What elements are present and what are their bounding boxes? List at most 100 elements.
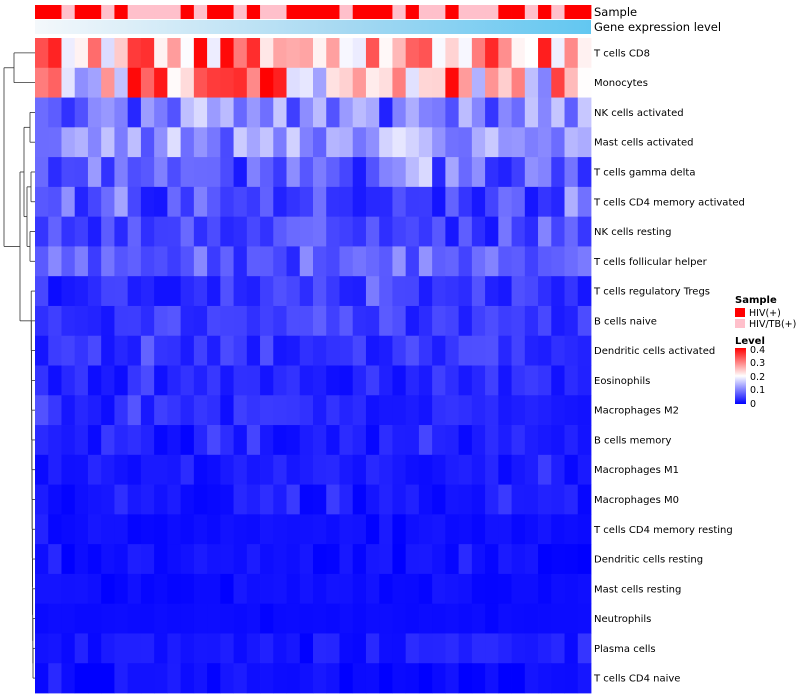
heatmap-cell <box>565 306 579 336</box>
heatmap-cell <box>459 68 473 98</box>
heatmap-cell <box>234 544 248 574</box>
heatmap-cell <box>578 187 592 217</box>
sample-annotation-cell <box>35 5 49 19</box>
heatmap-cell <box>101 455 115 485</box>
heatmap-cell <box>101 127 115 157</box>
heatmap-cell <box>485 217 499 247</box>
heatmap-cell <box>392 336 406 366</box>
heatmap-cell <box>287 336 301 366</box>
heatmap-cell <box>114 574 128 604</box>
heatmap-cell <box>419 217 433 247</box>
heatmap-cell <box>167 544 181 574</box>
heatmap-cell <box>498 127 512 157</box>
heatmap-cell <box>512 336 526 366</box>
heatmap-cell <box>432 604 446 634</box>
heatmap-cell <box>578 157 592 187</box>
heatmap-cell <box>392 425 406 455</box>
heatmap-cell <box>167 425 181 455</box>
heatmap-cell <box>485 663 499 693</box>
heatmap-cell <box>61 544 75 574</box>
heatmap-cell <box>88 366 102 396</box>
heatmap-cell <box>326 395 340 425</box>
heatmap-cell <box>512 276 526 306</box>
heatmap-cell <box>445 306 459 336</box>
heatmap-cell <box>260 514 274 544</box>
heatmap-cell <box>432 98 446 128</box>
heatmap-cell <box>88 98 102 128</box>
heatmap-cell <box>234 68 248 98</box>
heatmap-cell <box>35 544 49 574</box>
heatmap-cell <box>75 425 89 455</box>
heatmap-cell <box>578 38 592 68</box>
heatmap-cell <box>273 68 287 98</box>
heatmap-cell <box>459 187 473 217</box>
heatmap-cell <box>35 633 49 663</box>
heatmap-cell <box>339 127 353 157</box>
heatmap-cell <box>260 663 274 693</box>
heatmap-cell <box>578 544 592 574</box>
heatmap-cell <box>154 157 168 187</box>
heatmap-cell <box>512 604 526 634</box>
heatmap-cell <box>167 395 181 425</box>
heatmap-cell <box>445 366 459 396</box>
heatmap-cell <box>300 514 314 544</box>
heatmap-cell <box>167 663 181 693</box>
heatmap-cell <box>287 485 301 515</box>
heatmap-cell <box>406 98 420 128</box>
heatmap-cell <box>234 395 248 425</box>
heatmap-cell <box>88 604 102 634</box>
sample-annotation-cell <box>339 5 353 19</box>
heatmap-cell <box>167 455 181 485</box>
heatmap-cell <box>207 455 221 485</box>
heatmap-cell <box>366 663 380 693</box>
heatmap-cell <box>181 98 195 128</box>
heatmap-cell <box>167 217 181 247</box>
heatmap-cell <box>498 366 512 396</box>
heatmap-cell <box>498 246 512 276</box>
heatmap-cell <box>114 485 128 515</box>
heatmap-cell <box>287 514 301 544</box>
heatmap-cell <box>578 246 592 276</box>
heatmap-cell <box>154 633 168 663</box>
heatmap-cell <box>114 127 128 157</box>
heatmap-cell <box>565 98 579 128</box>
heatmap-cell <box>485 366 499 396</box>
heatmap-cell <box>512 127 526 157</box>
heatmap-cell <box>366 366 380 396</box>
heatmap-cell <box>339 336 353 366</box>
heatmap-cell <box>194 187 208 217</box>
heatmap-cell <box>101 157 115 187</box>
heatmap-cell <box>366 514 380 544</box>
heatmap-cell <box>551 336 565 366</box>
heatmap-cell <box>181 38 195 68</box>
heatmap-cell <box>48 455 62 485</box>
heatmap-cell <box>247 157 261 187</box>
heatmap-cell <box>525 336 539 366</box>
sample-annotation-cell <box>194 5 208 19</box>
heatmap-cell <box>207 425 221 455</box>
row-label: Mast cells activated <box>594 138 693 149</box>
heatmap-cell <box>472 514 486 544</box>
heatmap-cell <box>141 187 155 217</box>
legend-label-hivtb: HIV/TB(+) <box>749 319 796 330</box>
row-label: T cells follicular helper <box>593 257 708 268</box>
heatmap-cell <box>260 217 274 247</box>
heatmap-cell <box>247 98 261 128</box>
heatmap-cell <box>220 633 234 663</box>
heatmap-cell <box>392 187 406 217</box>
heatmap-cell <box>472 187 486 217</box>
heatmap-cell <box>220 604 234 634</box>
heatmap-cell <box>498 217 512 247</box>
heatmap-cell <box>551 127 565 157</box>
heatmap-cell <box>406 276 420 306</box>
heatmap-cell <box>459 455 473 485</box>
heatmap-cell <box>366 68 380 98</box>
heatmap-cell <box>75 514 89 544</box>
heatmap-cell <box>75 68 89 98</box>
expression-level-annotation <box>35 20 591 34</box>
heatmap-cell <box>194 485 208 515</box>
heatmap-cell <box>512 38 526 68</box>
sample-annotation-cell <box>220 5 234 19</box>
heatmap-cell <box>234 425 248 455</box>
heatmap-cell <box>287 246 301 276</box>
